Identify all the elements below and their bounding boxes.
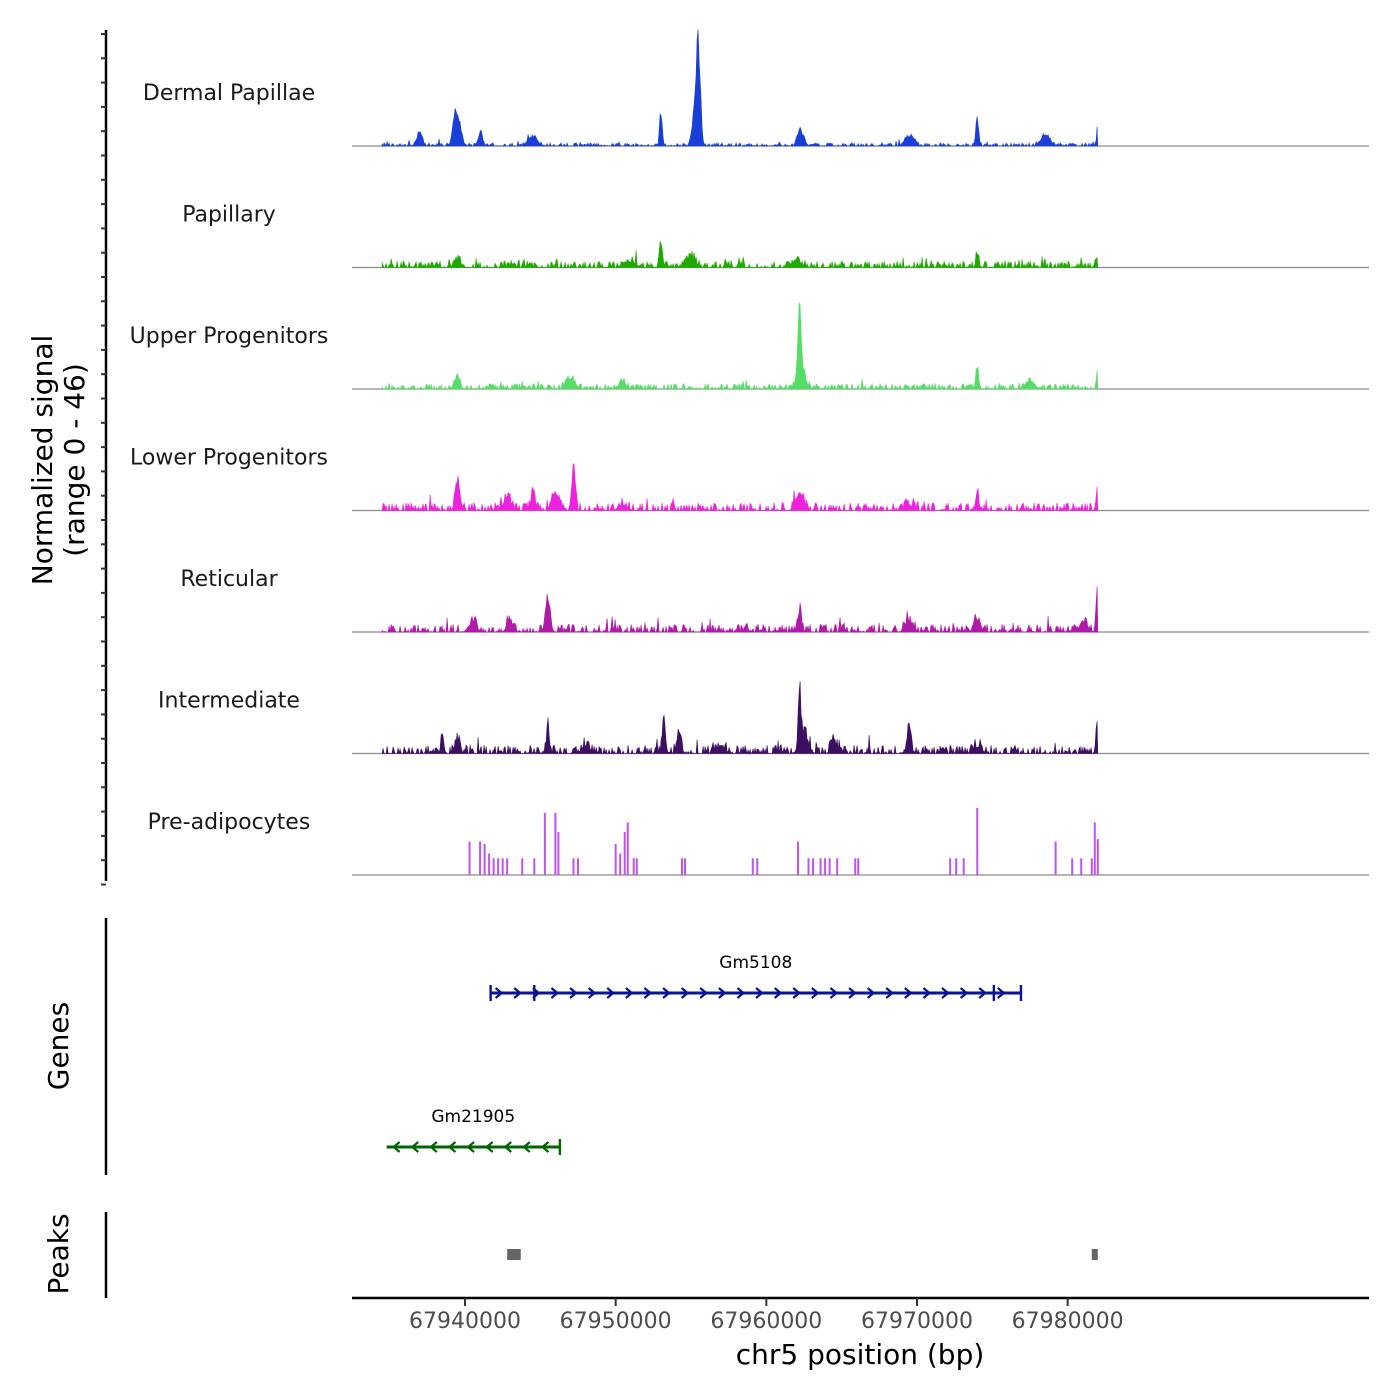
strand-arrow (959, 987, 969, 999)
track-dermal-papillae: Dermal Papillae (143, 29, 1369, 148)
signal-area (381, 29, 1099, 148)
track-label-lower-progenitors: Lower Progenitors (130, 446, 328, 471)
strand-arrow (494, 987, 504, 999)
strand-arrow (522, 1141, 531, 1153)
strand-arrow (569, 987, 578, 999)
y-axis-title-line2: (range 0 - 46) (58, 363, 91, 557)
strand-arrow (829, 987, 839, 999)
strand-arrow (540, 1141, 550, 1153)
x-axis-tick-label: 67970000 (861, 1309, 973, 1334)
strand-arrow (550, 987, 560, 999)
signal-area (381, 241, 1099, 269)
track-label-dermal-papillae: Dermal Papillae (143, 81, 315, 106)
track-reticular: Reticular (180, 567, 1369, 634)
strand-arrow (922, 987, 932, 999)
strand-arrow (997, 987, 1006, 999)
strand-arrow (643, 987, 653, 999)
strand-arrow (587, 987, 597, 999)
signal-area (381, 681, 1099, 755)
strand-arrow (866, 987, 876, 999)
strand-arrow (429, 1141, 438, 1153)
strand-arrow (606, 987, 615, 999)
strand-arrow (410, 1141, 419, 1153)
peaks-track-label: Peaks (42, 1213, 75, 1294)
gene-gm21905: Gm21905 (386, 1107, 562, 1155)
y-axis-title-line1: Normalized signal (26, 335, 59, 586)
coverage-tracks: Dermal Papillae Papillary Upper Progenitor… (130, 29, 1369, 876)
strand-arrow (484, 1141, 494, 1153)
x-axis-tick-label: 67950000 (560, 1309, 672, 1334)
strand-arrow (848, 987, 857, 999)
track-label-pre-adipocytes: Pre-adipocytes (148, 810, 311, 835)
strand-arrow (466, 1141, 475, 1153)
x-axis-title: chr5 position (bp) (736, 1338, 985, 1371)
strand-arrow (736, 987, 746, 999)
x-axis-tick-label: 67980000 (1012, 1309, 1124, 1334)
y-axis: Normalized signal (range 0 - 46) (26, 30, 108, 886)
strand-arrow (978, 987, 987, 999)
strand-arrow (811, 987, 820, 999)
strand-arrow (718, 987, 727, 999)
peak-region (507, 1249, 521, 1260)
strand-arrow (755, 987, 764, 999)
strand-arrow (904, 987, 913, 999)
strand-arrow (503, 1141, 512, 1153)
strand-arrow (941, 987, 950, 999)
strand-arrow (513, 987, 522, 999)
x-axis: chr5 position (bp) 67940000 67950000 67960… (352, 1296, 1369, 1371)
strand-arrow (792, 987, 801, 999)
track-label-upper-progenitors: Upper Progenitors (130, 324, 329, 349)
strand-arrow (625, 987, 634, 999)
strand-arrow (773, 987, 783, 999)
signal-area (381, 301, 1099, 391)
x-axis-tick-label: 67940000 (409, 1309, 521, 1334)
y-axis-ticks (101, 33, 106, 886)
genes-panel: Genes Gm5108 Gm21905 (42, 918, 1023, 1175)
track-label-intermediate: Intermediate (158, 689, 300, 714)
gene-gm5108: Gm5108 (489, 953, 1023, 1001)
x-axis-tick-label: 67960000 (710, 1309, 822, 1334)
gene-label: Gm5108 (719, 953, 792, 973)
genes-track-label: Genes (42, 1002, 75, 1090)
strand-arrow (662, 987, 671, 999)
strand-arrow (885, 987, 894, 999)
strand-arrow (699, 987, 708, 999)
gene-label: Gm21905 (431, 1107, 515, 1127)
track-label-papillary: Papillary (182, 203, 276, 228)
signal-area (381, 586, 1099, 634)
peaks-panel: Peaks (42, 1212, 1098, 1298)
strand-arrow (391, 1141, 401, 1153)
track-pre-adipocytes: Pre-adipocytes (148, 808, 1369, 876)
track-label-reticular: Reticular (180, 567, 278, 592)
track-lower-progenitors: Lower Progenitors (130, 446, 1369, 512)
strand-arrow (680, 987, 690, 999)
strand-arrow (447, 1141, 457, 1153)
track-upper-progenitors: Upper Progenitors (130, 301, 1369, 391)
track-papillary: Papillary (182, 203, 1369, 269)
peak-region (1091, 1249, 1098, 1260)
track-intermediate: Intermediate (158, 681, 1369, 755)
signal-area (381, 462, 1099, 512)
